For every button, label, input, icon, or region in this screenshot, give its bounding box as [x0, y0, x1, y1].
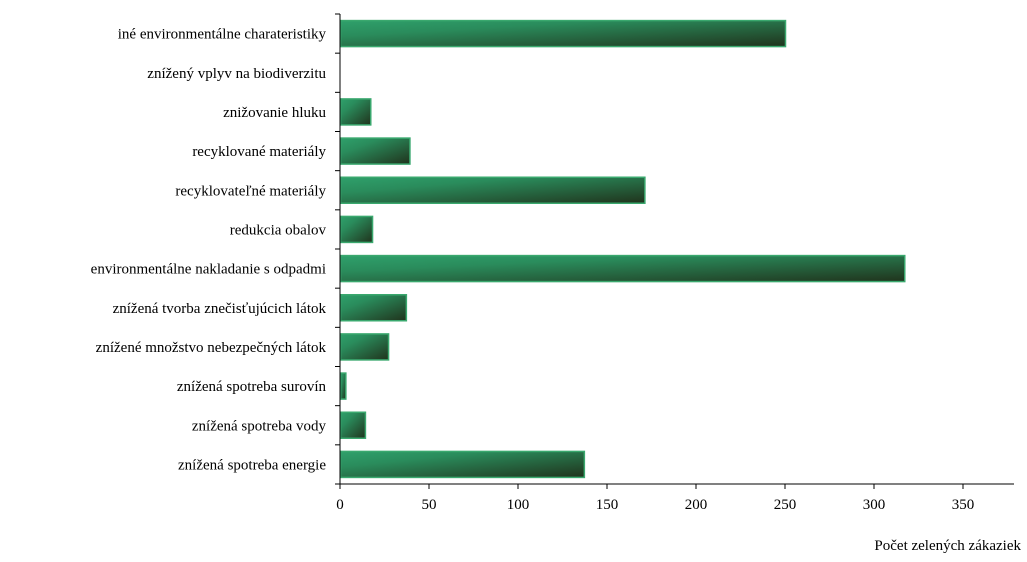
bar — [339, 215, 374, 244]
x-tick-label: 350 — [952, 497, 975, 513]
category-label: znížená tvorba znečisťujúcich látok — [113, 301, 327, 317]
category-label: znížená spotreba surovín — [177, 379, 327, 395]
x-tick-label: 250 — [774, 497, 797, 513]
x-axis-title: Počet zelených zákaziek — [874, 538, 1021, 554]
x-tick-label: 100 — [507, 497, 530, 513]
category-label: redukcia obalov — [230, 222, 327, 238]
category-label: znížený vplyv na biodiverzitu — [147, 66, 326, 82]
bar — [339, 176, 646, 204]
bar — [339, 137, 411, 165]
bar — [339, 254, 906, 283]
category-label: recyklovateľné materiály — [175, 183, 326, 199]
x-tick-label: 150 — [596, 497, 619, 513]
category-label: znížená spotreba energie — [178, 457, 326, 473]
bar — [339, 450, 586, 479]
category-label: znižovanie hluku — [223, 105, 326, 121]
bar — [339, 333, 390, 361]
bar — [339, 372, 347, 400]
category-label: znížené množstvo nebezpečných látok — [96, 340, 327, 356]
x-tick-label: 50 — [422, 497, 437, 513]
bar — [339, 19, 787, 48]
category-label: iné environmentálne charateristiky — [118, 27, 327, 43]
bars-layer — [339, 19, 906, 479]
bar — [339, 411, 367, 439]
category-label: recyklované materiály — [192, 144, 326, 160]
bar — [339, 98, 372, 126]
x-tick-label: 200 — [685, 497, 708, 513]
category-label: znížená spotreba vody — [192, 418, 327, 434]
category-label: environmentálne nakladanie s odpadmi — [91, 262, 326, 278]
x-tick-label: 300 — [863, 497, 886, 513]
category-labels: iné environmentálne charateristiky znížen… — [91, 27, 327, 474]
axes: 0 50 100 150 200 250 300 350 — [335, 13, 1014, 513]
bar — [339, 294, 408, 322]
x-tick-label: 0 — [336, 497, 344, 513]
